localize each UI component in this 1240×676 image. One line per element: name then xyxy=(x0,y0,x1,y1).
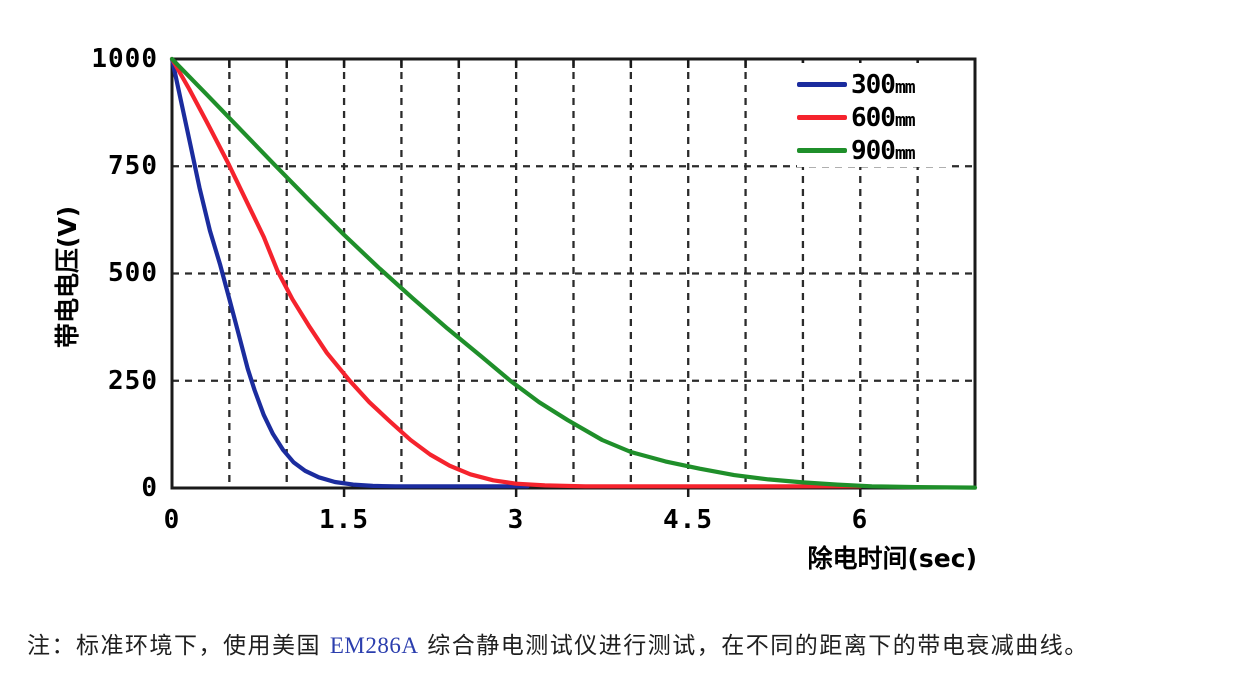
xtick-label-0: 0 xyxy=(163,505,181,535)
xtick-label-6: 6 xyxy=(851,505,869,535)
legend-unit-300mm: mm xyxy=(894,76,916,98)
legend-unit-600mm: mm xyxy=(894,109,916,131)
xtick-label-3: 3 xyxy=(507,505,525,535)
ytick-label-1000: 1000 xyxy=(91,44,158,74)
legend-item-300mm: 300 mm xyxy=(797,68,949,101)
curve-300mm xyxy=(169,56,530,489)
curve-600mm xyxy=(169,56,863,489)
legend-label-300mm: 300 xyxy=(851,69,896,100)
curve-900mm xyxy=(169,56,978,490)
legend-item-900mm: 900 mm xyxy=(797,134,949,167)
caption-prefix: 注：标准环境下，使用美国 xyxy=(27,633,330,659)
ytick-label-750: 750 xyxy=(108,151,158,181)
ytick-label-0: 0 xyxy=(141,473,158,503)
chart-caption: 注：标准环境下，使用美国 EM286A 综合静电测试仪进行测试，在不同的距离下的… xyxy=(27,626,1227,660)
ytick-label-500: 500 xyxy=(108,258,158,288)
legend: 300 mm 600 mm 900 mm xyxy=(797,63,949,167)
legend-unit-900mm: mm xyxy=(894,142,916,164)
caption-instrument-model: EM286A xyxy=(329,633,419,658)
decay-chart xyxy=(169,56,978,497)
legend-line-900mm-icon xyxy=(797,148,847,153)
legend-label-600mm: 600 xyxy=(851,102,896,133)
legend-label-900mm: 900 xyxy=(851,135,896,166)
y-axis-title: 带电电压(V) xyxy=(53,205,82,348)
caption-suffix: 综合静电测试仪进行测试，在不同的距离下的带电衰减曲线。 xyxy=(418,633,1089,659)
legend-line-600mm-icon xyxy=(797,115,847,120)
legend-item-600mm: 600 mm xyxy=(797,101,949,134)
ytick-label-250: 250 xyxy=(108,366,158,396)
x-axis-title: 除电时间(sec) xyxy=(807,544,977,573)
xtick-label-4-5: 4.5 xyxy=(663,505,713,535)
xtick-label-1-5: 1.5 xyxy=(319,505,369,535)
legend-line-300mm-icon xyxy=(797,82,847,87)
